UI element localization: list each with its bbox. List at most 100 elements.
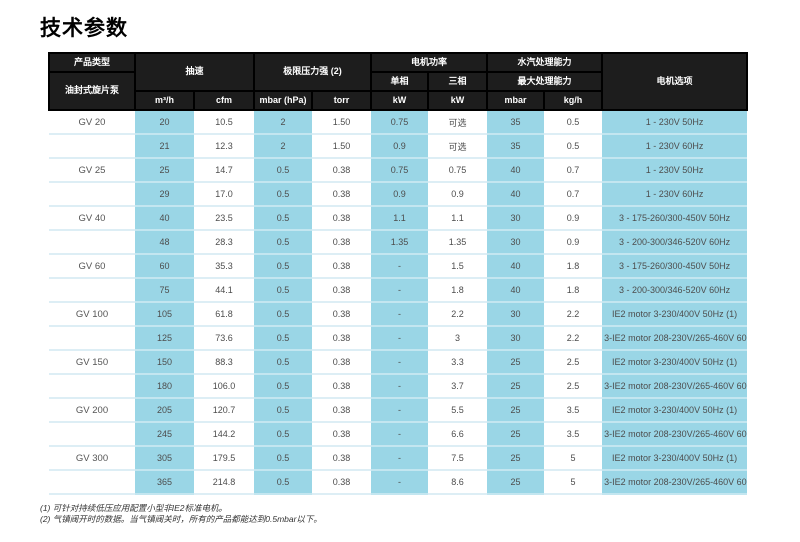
- cell-capacity-kgh: 3.5: [544, 422, 603, 447]
- cell-pressure-torr: 0.38: [312, 470, 372, 495]
- cell-capacity-kgh: 0.5: [544, 110, 603, 135]
- cell-speed-m3h: 365: [135, 470, 194, 495]
- cell-speed-m3h: 48: [135, 230, 194, 255]
- cell-pressure-torr: 0.38: [312, 374, 372, 399]
- cell-pressure-torr: 0.38: [312, 350, 372, 375]
- cell-model: [49, 422, 135, 447]
- cell-speed-cfm: 106.0: [194, 374, 255, 399]
- cell-motor-options: 3-IE2 motor 208-230V/265-460V 60Hz (1): [602, 326, 748, 351]
- table-row: 21 12.3 2 1.50 0.9 可选 35 0.5 1 - 230V 60…: [49, 134, 748, 159]
- cell-model: GV 60: [49, 254, 135, 279]
- cell-capacity-mbar: 25: [487, 374, 545, 399]
- cell-motor-options: 3-IE2 motor 208-230V/265-460V 60Hz (1): [602, 374, 748, 399]
- header-water-vapor-capacity: 水汽处理能力: [486, 52, 604, 73]
- cell-speed-cfm: 73.6: [194, 326, 255, 351]
- cell-kw-single: 0.75: [371, 110, 429, 135]
- cell-speed-cfm: 144.2: [194, 422, 255, 447]
- cell-speed-cfm: 12.3: [194, 134, 255, 159]
- cell-capacity-mbar: 35: [487, 110, 545, 135]
- cell-pressure-mbar: 0.5: [254, 350, 313, 375]
- cell-model: [49, 134, 135, 159]
- cell-kw-single: -: [371, 278, 429, 303]
- cell-speed-m3h: 20: [135, 110, 194, 135]
- cell-kw-three: 6.6: [428, 422, 488, 447]
- header-pump-type: 油封式旋片泵: [48, 71, 136, 111]
- cell-kw-single: 1.1: [371, 206, 429, 231]
- cell-pressure-torr: 1.50: [312, 110, 372, 135]
- cell-speed-cfm: 44.1: [194, 278, 255, 303]
- table-row: 180 106.0 0.5 0.38 - 3.7 25 2.5 3-IE2 mo…: [49, 374, 748, 399]
- cell-pressure-torr: 0.38: [312, 206, 372, 231]
- cell-kw-three: 1.35: [428, 230, 488, 255]
- cell-speed-cfm: 61.8: [194, 302, 255, 327]
- footnote-2: (2) 气镇阀开时的数据。当气镇阀关时，所有的产品都能达到0.5mbar以下。: [40, 514, 322, 525]
- table-body: GV 20 20 10.5 2 1.50 0.75 可选 35 0.5 1 - …: [49, 110, 748, 495]
- table-row: GV 25 25 14.7 0.5 0.38 0.75 0.75 40 0.7 …: [49, 158, 748, 183]
- cell-speed-m3h: 25: [135, 158, 194, 183]
- cell-capacity-mbar: 30: [487, 302, 545, 327]
- footnotes: (1) 可针对持续低压应用配置小型非IE2标准电机。 (2) 气镇阀开时的数据。…: [40, 503, 800, 526]
- header-single-phase: 单相: [370, 71, 430, 92]
- cell-capacity-kgh: 0.5: [544, 134, 603, 159]
- cell-kw-three: 5.5: [428, 398, 488, 423]
- cell-speed-m3h: 245: [135, 422, 194, 447]
- cell-speed-cfm: 120.7: [194, 398, 255, 423]
- cell-motor-options: IE2 motor 3-230/400V 50Hz (1): [602, 398, 748, 423]
- header-product-type: 产品类型: [48, 52, 136, 73]
- table-row: GV 300 305 179.5 0.5 0.38 - 7.5 25 5 IE2…: [49, 446, 748, 471]
- cell-pressure-mbar: 0.5: [254, 182, 313, 207]
- table-row: 29 17.0 0.5 0.38 0.9 0.9 40 0.7 1 - 230V…: [49, 182, 748, 207]
- cell-kw-three: 7.5: [428, 446, 488, 471]
- cell-capacity-kgh: 0.9: [544, 230, 603, 255]
- cell-capacity-mbar: 40: [487, 278, 545, 303]
- cell-speed-cfm: 23.5: [194, 206, 255, 231]
- cell-speed-cfm: 214.8: [194, 470, 255, 495]
- cell-motor-options: IE2 motor 3-230/400V 50Hz (1): [602, 302, 748, 327]
- cell-capacity-mbar: 25: [487, 398, 545, 423]
- cell-pressure-mbar: 0.5: [254, 230, 313, 255]
- cell-kw-single: 0.9: [371, 134, 429, 159]
- cell-motor-options: 1 - 230V 50Hz: [602, 158, 748, 183]
- cell-speed-m3h: 29: [135, 182, 194, 207]
- cell-model: GV 40: [49, 206, 135, 231]
- cell-motor-options: 1 - 230V 60Hz: [602, 134, 748, 159]
- cell-capacity-mbar: 25: [487, 446, 545, 471]
- unit-pressure-torr: torr: [311, 90, 373, 111]
- cell-model: GV 20: [49, 110, 135, 135]
- header-pumping-speed: 抽速: [133, 52, 256, 92]
- cell-pressure-torr: 0.38: [312, 158, 372, 183]
- cell-kw-three: 3.7: [428, 374, 488, 399]
- cell-speed-m3h: 75: [135, 278, 194, 303]
- cell-motor-options: 3-IE2 motor 208-230V/265-460V 60Hz (1): [602, 470, 748, 495]
- cell-speed-m3h: 150: [135, 350, 194, 375]
- cell-capacity-kgh: 3.5: [544, 398, 603, 423]
- cell-capacity-mbar: 40: [487, 182, 545, 207]
- cell-speed-m3h: 305: [135, 446, 194, 471]
- cell-capacity-kgh: 0.7: [544, 158, 603, 183]
- header-ultimate-pressure: 极限压力强 (2): [253, 52, 373, 92]
- spec-sheet-page: 技术参数 产品类型 抽速 极限压力强 (2) 电机功率 水汽处理能力 电机选项 …: [0, 12, 800, 526]
- cell-capacity-mbar: 30: [487, 206, 545, 231]
- cell-kw-three: 1.5: [428, 254, 488, 279]
- cell-kw-three: 0.9: [428, 182, 488, 207]
- cell-capacity-kgh: 2.5: [544, 374, 603, 399]
- cell-speed-m3h: 205: [135, 398, 194, 423]
- unit-kw-single: kW: [370, 90, 430, 111]
- cell-model: GV 150: [49, 350, 135, 375]
- cell-pressure-torr: 0.38: [312, 422, 372, 447]
- cell-motor-options: 3 - 200-300/346-520V 60Hz: [602, 278, 748, 303]
- cell-model: [49, 278, 135, 303]
- cell-model: GV 100: [49, 302, 135, 327]
- cell-pressure-torr: 0.38: [312, 398, 372, 423]
- cell-pressure-mbar: 0.5: [254, 206, 313, 231]
- cell-model: [49, 374, 135, 399]
- table-row: 48 28.3 0.5 0.38 1.35 1.35 30 0.9 3 - 20…: [49, 230, 748, 255]
- cell-capacity-mbar: 40: [487, 158, 545, 183]
- cell-capacity-mbar: 30: [487, 230, 545, 255]
- cell-motor-options: 1 - 230V 50Hz: [602, 110, 748, 135]
- spec-table: 产品类型 抽速 极限压力强 (2) 电机功率 水汽处理能力 电机选项 油封式旋片…: [48, 52, 749, 495]
- cell-capacity-kgh: 1.8: [544, 278, 603, 303]
- cell-capacity-kgh: 2.5: [544, 350, 603, 375]
- table-row: 245 144.2 0.5 0.38 - 6.6 25 3.5 3-IE2 mo…: [49, 422, 748, 447]
- cell-pressure-torr: 0.38: [312, 254, 372, 279]
